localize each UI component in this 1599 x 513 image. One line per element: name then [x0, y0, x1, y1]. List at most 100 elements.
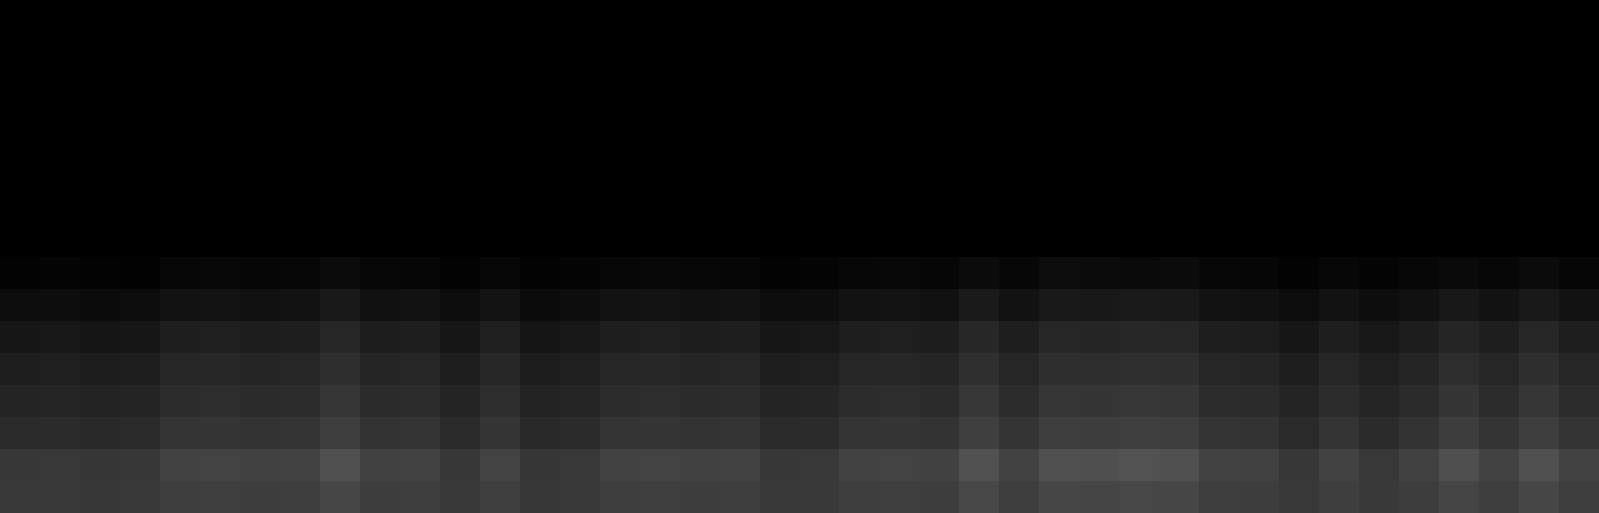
- cell: [1359, 96, 1399, 129]
- cell: [1039, 224, 1079, 257]
- cell: [720, 224, 760, 257]
- cell: [1239, 385, 1279, 418]
- cell: [1279, 257, 1319, 290]
- cell: [839, 449, 879, 482]
- cell: [1559, 289, 1599, 322]
- cell: [1559, 257, 1599, 290]
- cell: [1479, 353, 1519, 386]
- cell: [400, 96, 440, 129]
- cell: [1519, 192, 1559, 225]
- cell: [480, 481, 520, 513]
- cell: [1279, 160, 1319, 193]
- cell: [1359, 257, 1399, 290]
- cell: [1359, 289, 1399, 322]
- cell: [1359, 128, 1399, 161]
- cell: [360, 192, 400, 225]
- cell: [760, 257, 800, 290]
- cell: [280, 192, 320, 225]
- cell: [680, 257, 720, 290]
- cell: [320, 96, 360, 129]
- cell: [120, 353, 160, 386]
- cell: [80, 385, 120, 418]
- cell: [680, 385, 720, 418]
- cell: [520, 128, 560, 161]
- cell: [1559, 353, 1599, 386]
- cell: [80, 449, 120, 482]
- cell: [1479, 449, 1519, 482]
- cell: [400, 417, 440, 450]
- cell: [80, 96, 120, 129]
- cell: [400, 32, 440, 65]
- cell: [480, 128, 520, 161]
- cell: [919, 32, 959, 65]
- cell: [919, 160, 959, 193]
- cell: [800, 321, 840, 354]
- cell: [1119, 160, 1159, 193]
- cell: [280, 481, 320, 513]
- cell: [1159, 257, 1199, 290]
- cell: [320, 0, 360, 33]
- cell: [1159, 289, 1199, 322]
- cell: [879, 192, 919, 225]
- cell: [40, 449, 80, 482]
- cell: [640, 321, 680, 354]
- cell: [320, 160, 360, 193]
- cell: [160, 0, 200, 33]
- cell: [360, 449, 400, 482]
- cell: [1399, 64, 1439, 97]
- cell: [1399, 192, 1439, 225]
- cell: [640, 128, 680, 161]
- cell: [1159, 385, 1199, 418]
- cell: [680, 449, 720, 482]
- cell: [440, 449, 480, 482]
- cell: [600, 481, 640, 513]
- cell: [1119, 64, 1159, 97]
- cell: [1039, 481, 1079, 513]
- cell: [680, 417, 720, 450]
- cell: [680, 224, 720, 257]
- cell: [999, 160, 1039, 193]
- cell: [1559, 96, 1599, 129]
- cell: [1199, 160, 1239, 193]
- cell: [959, 417, 999, 450]
- cell: [1439, 417, 1479, 450]
- cell: [1039, 192, 1079, 225]
- cell: [400, 289, 440, 322]
- cell: [1119, 449, 1159, 482]
- cell: [800, 0, 840, 33]
- cell: [520, 224, 560, 257]
- cell: [80, 32, 120, 65]
- cell: [1519, 385, 1559, 418]
- cell: [1359, 160, 1399, 193]
- cell: [800, 128, 840, 161]
- cell: [120, 289, 160, 322]
- cell: [1519, 128, 1559, 161]
- cell: [760, 160, 800, 193]
- cell: [1079, 0, 1119, 33]
- cell: [600, 257, 640, 290]
- cell: [160, 128, 200, 161]
- cell: [480, 449, 520, 482]
- cell: [240, 224, 280, 257]
- cell: [680, 32, 720, 65]
- cell: [320, 64, 360, 97]
- cell: [0, 481, 40, 513]
- cell: [999, 64, 1039, 97]
- cell: [720, 128, 760, 161]
- cell: [999, 224, 1039, 257]
- cell: [1079, 257, 1119, 290]
- cell: [919, 353, 959, 386]
- cell: [839, 96, 879, 129]
- cell: [0, 32, 40, 65]
- cell: [0, 96, 40, 129]
- cell: [160, 160, 200, 193]
- cell: [919, 385, 959, 418]
- cell: [1399, 385, 1439, 418]
- cell: [1519, 417, 1559, 450]
- cell: [40, 353, 80, 386]
- cell: [320, 321, 360, 354]
- cell: [160, 192, 200, 225]
- cell: [160, 224, 200, 257]
- cell: [800, 192, 840, 225]
- cell: [240, 449, 280, 482]
